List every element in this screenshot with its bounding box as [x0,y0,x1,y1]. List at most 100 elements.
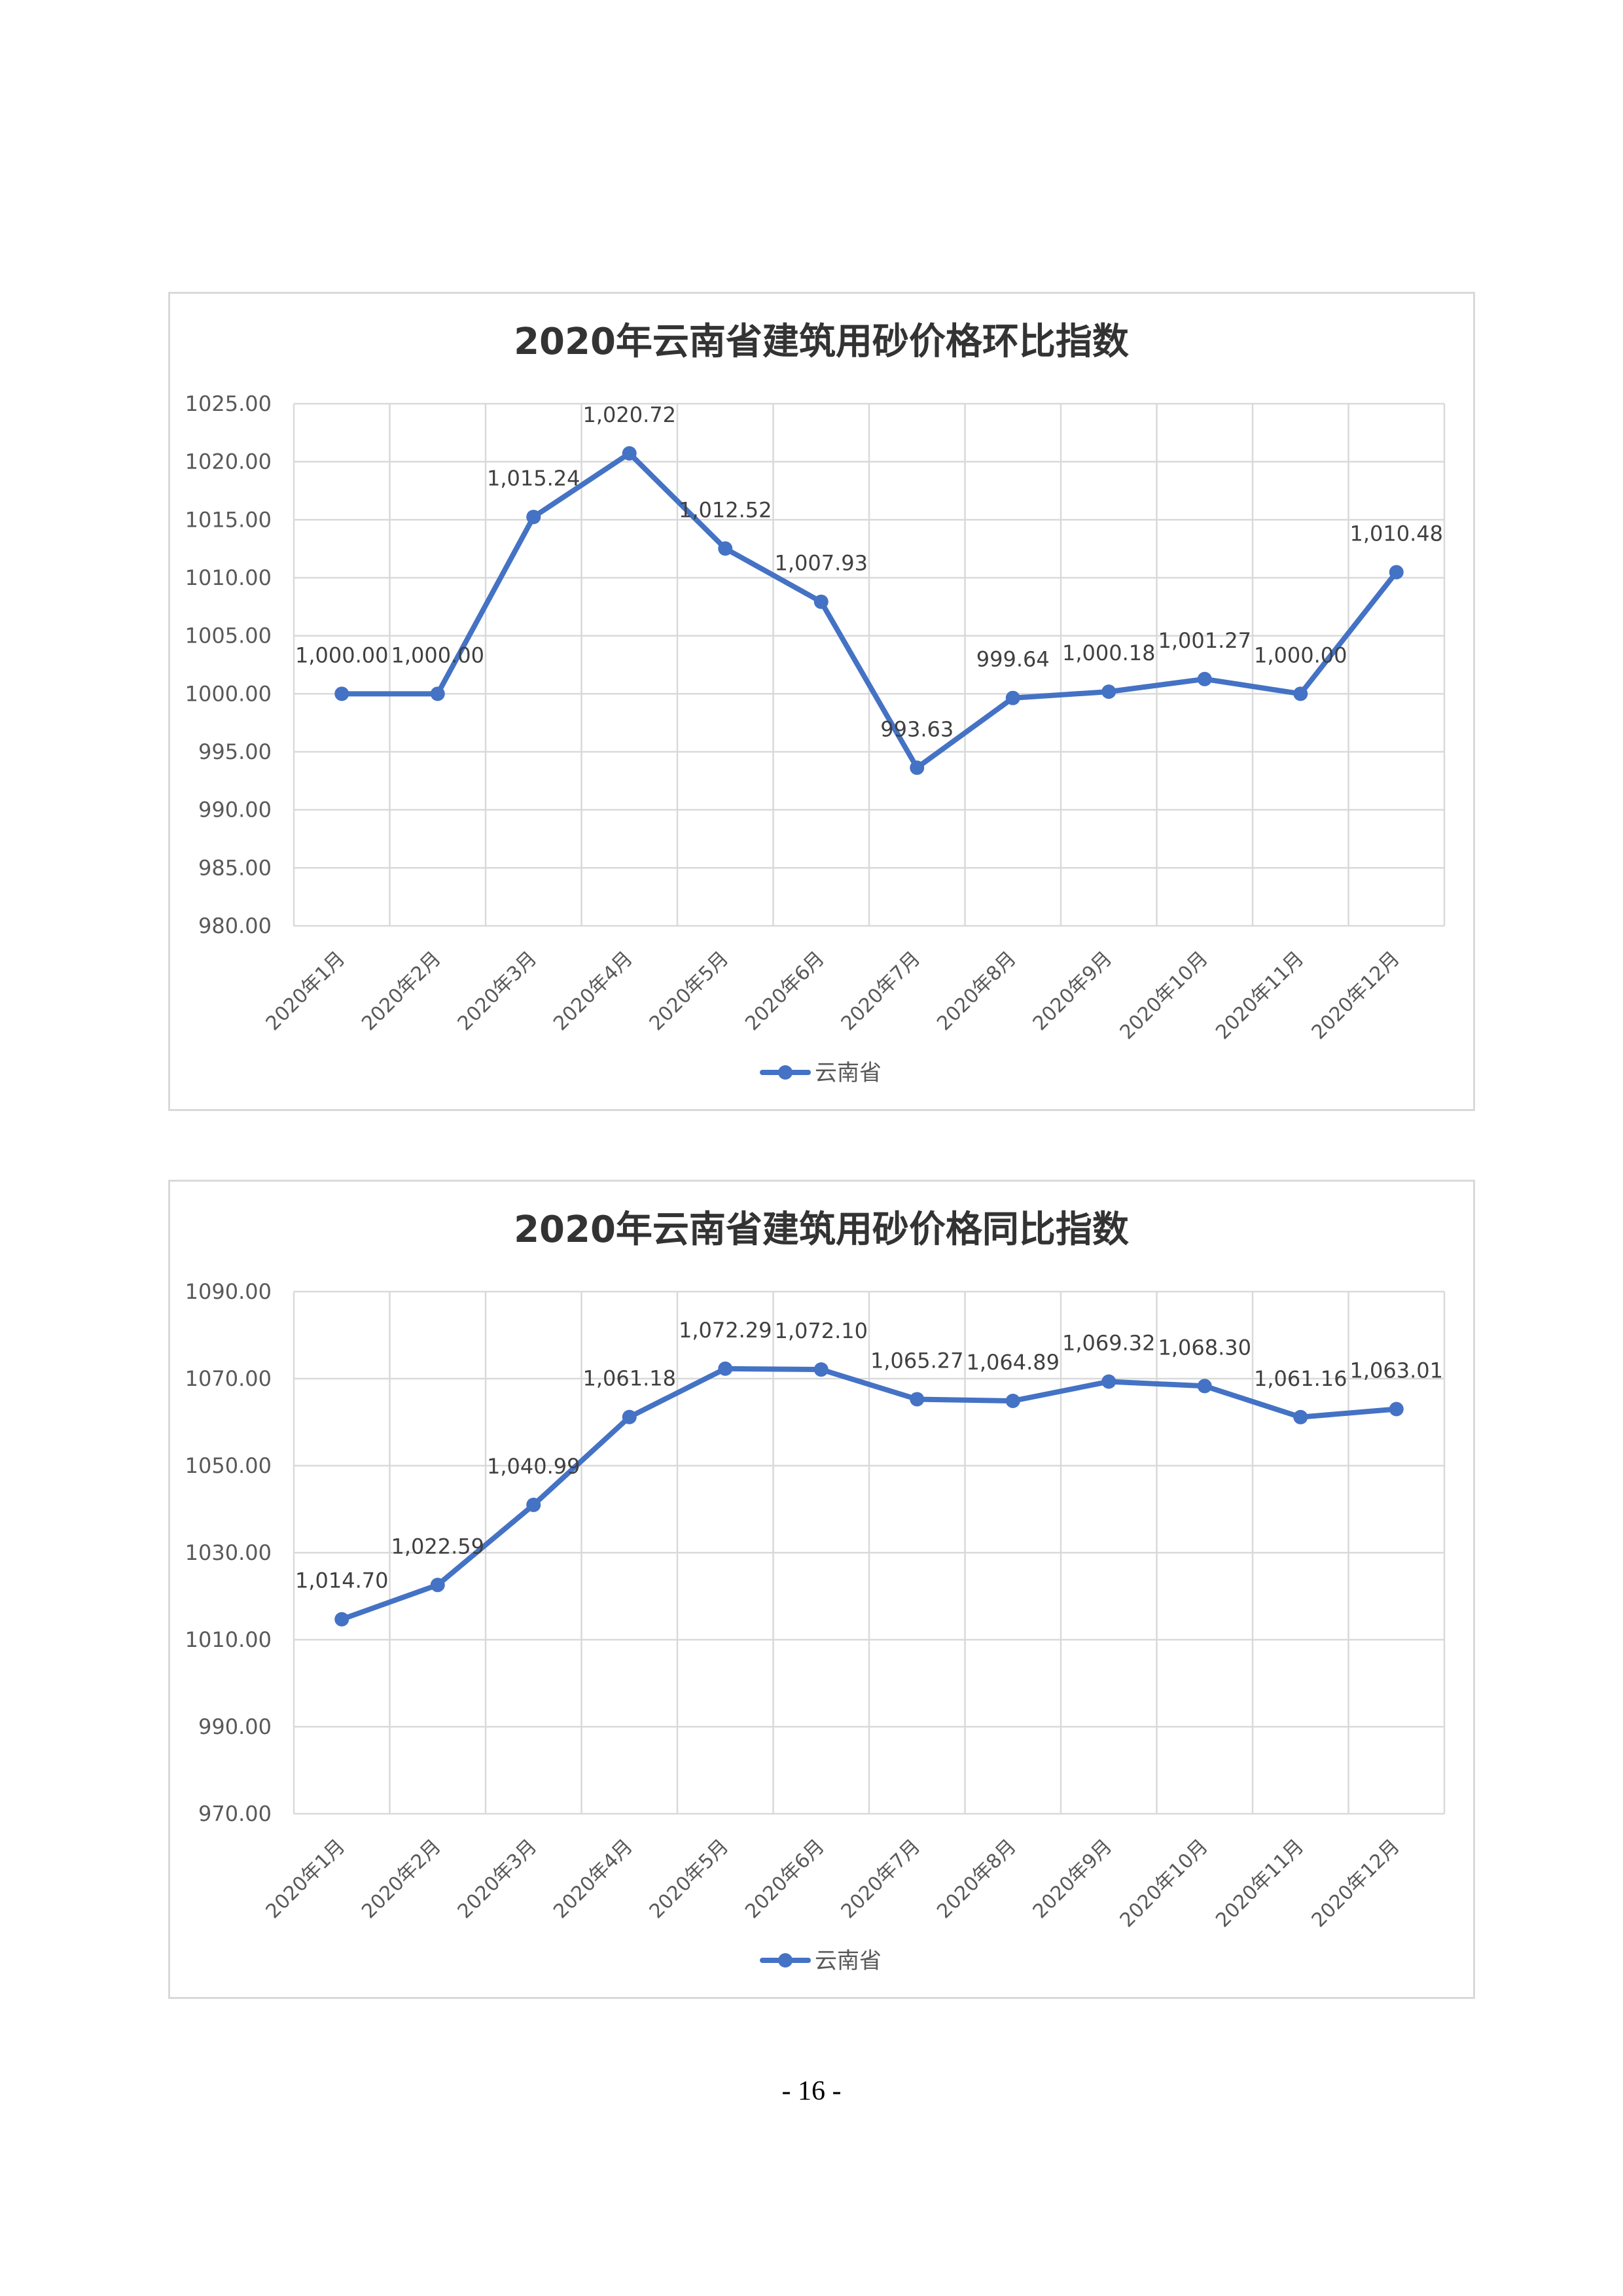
data-point [1293,1409,1308,1424]
y-tick-label: 1070.00 [185,1366,272,1391]
data-point [1005,1393,1020,1408]
data-label: 1,065.27 [870,1348,964,1373]
data-point [1101,684,1116,699]
data-label: 1,072.29 [679,1318,772,1343]
data-label: 1,061.18 [583,1366,677,1391]
x-tick-label: 2020年9月 [1029,1835,1117,1923]
y-tick-label: 1010.00 [185,1627,272,1652]
x-tick-label: 2020年3月 [454,947,542,1035]
x-tick-label: 2020年10月 [1116,1835,1213,1932]
series-line [339,450,1399,771]
x-tick-label: 2020年7月 [837,1835,925,1923]
data-point [1389,565,1404,580]
y-tick-label: 980.00 [198,913,272,938]
x-tick-label: 2020年4月 [549,1835,637,1923]
data-point [1101,1374,1116,1389]
data-label: 1,015.24 [487,466,580,491]
x-tick-label: 2020年2月 [357,1835,446,1923]
x-tick-label: 2020年10月 [1116,947,1213,1044]
x-tick-label: 2020年11月 [1211,947,1308,1044]
data-label: 993.63 [880,716,954,741]
x-tick-label: 2020年3月 [454,1835,542,1923]
y-tick-label: 990.00 [198,1714,272,1739]
data-point [622,446,637,461]
data-label: 1,068.30 [1158,1335,1252,1360]
data-point [910,760,925,775]
x-tick-label: 2020年8月 [933,1835,1021,1923]
x-tick-label: 2020年9月 [1029,947,1117,1035]
data-label: 1,069.32 [1062,1331,1156,1356]
data-point [813,1362,829,1377]
data-label: 1,061.16 [1254,1366,1347,1391]
x-tick-label: 2020年6月 [741,947,829,1035]
y-tick-label: 1090.00 [185,1279,272,1304]
data-label: 1,007.93 [775,551,868,576]
y-tick-label: 985.00 [198,855,272,880]
data-label: 1,010.48 [1350,521,1444,546]
x-tick-label: 2020年12月 [1308,947,1404,1044]
chart-title: 2020年云南省建筑用砂价格环比指数 [514,321,1129,363]
data-label: 1,000.00 [391,643,485,667]
data-label: 1,000.00 [1254,643,1347,667]
ring-index-chart-svg: 2020年云南省建筑用砂价格环比指数 980.00 985.00 990.00 995.… [185,321,1446,1086]
data-point [813,594,829,609]
data-label: 1,022.59 [391,1534,485,1559]
y-tick-label: 1005.00 [185,624,272,648]
data-point [430,686,445,701]
yoy-index-chart-svg: 2020年云南省建筑用砂价格同比指数 970.00 990.00 1010.00 103… [185,1209,1446,1974]
x-tick-label: 2020年1月 [262,1835,350,1923]
data-point [526,510,541,525]
data-point [718,1361,733,1376]
x-tick-label: 2020年11月 [1211,1835,1308,1932]
ring-index-chart: 2020年云南省建筑用砂价格环比指数 980.00 985.00 990.00 995.… [168,292,1475,1111]
legend-marker [778,1065,793,1080]
x-tick-label: 2020年5月 [645,1835,734,1923]
y-tick-label: 990.00 [198,798,272,822]
y-tick-label: 1050.00 [185,1453,272,1478]
x-tick-label: 2020年1月 [262,947,350,1035]
y-tick-label: 1030.00 [185,1540,272,1565]
x-tick-label: 2020年5月 [645,947,734,1035]
y-tick-label: 970.00 [198,1801,272,1826]
yoy-index-chart: 2020年云南省建筑用砂价格同比指数 970.00 990.00 1010.00 103… [168,1180,1475,1999]
x-tick-label: 2020年2月 [357,947,446,1035]
data-label: 1,000.18 [1062,641,1156,665]
legend-label: 云南省 [815,1948,882,1974]
legend-label: 云南省 [815,1060,882,1086]
y-tick-label: 1020.00 [185,450,272,474]
y-tick-label: 1000.00 [185,681,272,706]
chart-title: 2020年云南省建筑用砂价格同比指数 [514,1209,1129,1251]
data-label: 1,001.27 [1158,628,1252,653]
data-point [1389,1402,1404,1417]
data-label: 1,014.70 [295,1568,389,1593]
data-label: 1,020.72 [583,402,677,427]
data-point [1005,690,1020,705]
y-tick-label: 1015.00 [185,507,272,532]
data-label: 1,063.01 [1350,1358,1444,1383]
data-point [1197,1379,1212,1394]
data-label: 1,012.52 [679,497,772,522]
data-label: 1,064.89 [967,1350,1060,1375]
x-tick-label: 2020年12月 [1308,1835,1404,1932]
y-tick-label: 1010.00 [185,565,272,590]
data-point [1197,671,1212,686]
x-tick-label: 2020年7月 [837,947,925,1035]
x-tick-label: 2020年8月 [933,947,1021,1035]
data-point [718,541,733,556]
data-label: 1,072.10 [775,1318,868,1343]
page-number: - 16 - [781,2076,842,2106]
data-point [622,1409,637,1424]
series-line [339,1366,1399,1622]
x-tick-label: 2020年6月 [741,1835,829,1923]
data-point [526,1497,541,1512]
y-tick-label: 995.00 [198,739,272,764]
data-point [334,1612,349,1627]
legend-marker [778,1953,793,1968]
y-tick-label: 1025.00 [185,391,272,416]
data-point [910,1392,925,1407]
data-label: 1,000.00 [295,643,389,667]
data-label: 999.64 [976,647,1050,672]
data-point [430,1578,445,1593]
data-point [1293,686,1308,701]
data-point [334,686,349,701]
